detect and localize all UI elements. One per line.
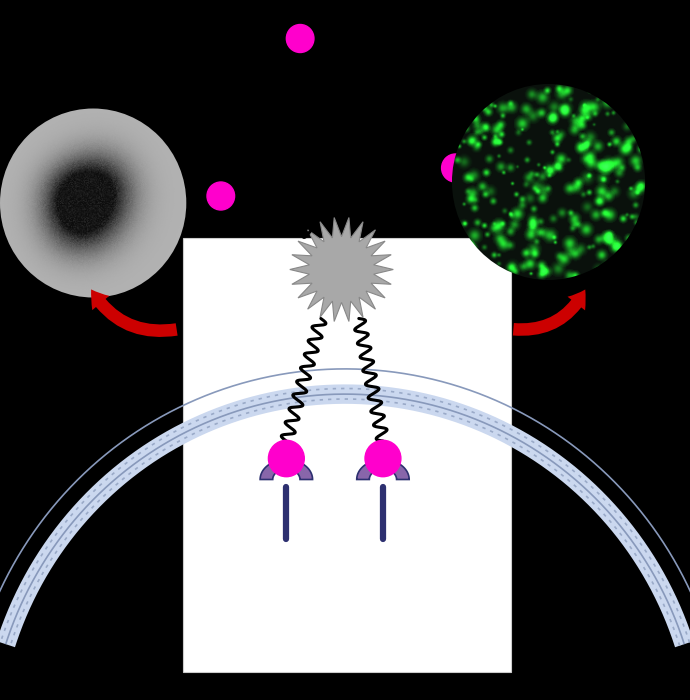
- FancyArrowPatch shape: [91, 289, 177, 337]
- Circle shape: [286, 25, 314, 52]
- FancyArrowPatch shape: [513, 290, 586, 336]
- Circle shape: [365, 440, 401, 477]
- Circle shape: [442, 154, 469, 182]
- Circle shape: [268, 440, 304, 477]
- Circle shape: [207, 182, 235, 210]
- Polygon shape: [357, 460, 409, 480]
- Polygon shape: [290, 218, 393, 321]
- Polygon shape: [260, 460, 313, 480]
- Bar: [183, 238, 511, 672]
